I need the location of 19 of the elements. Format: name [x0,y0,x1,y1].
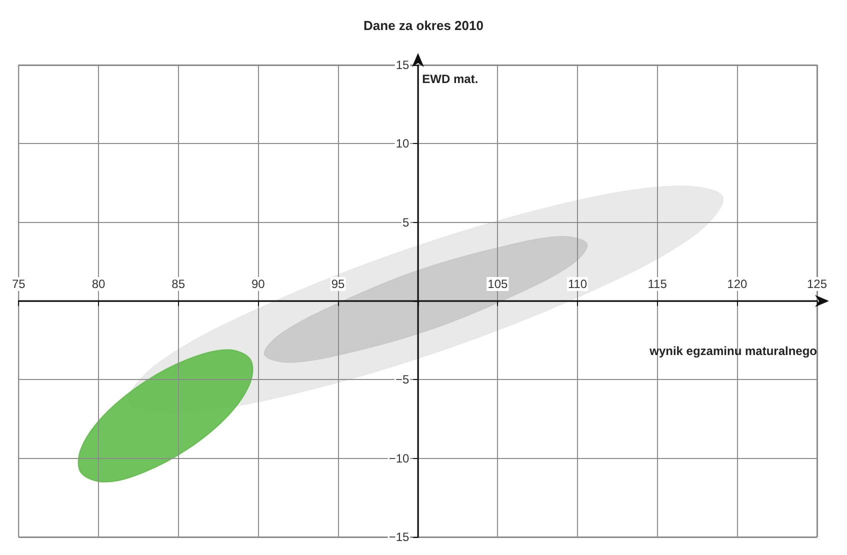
y-tick-label: −15 [388,530,410,544]
chart-title: Dane za okres 2010 [364,18,484,33]
x-axis-title: wynik egzaminu maturalnego [648,344,817,358]
y-tick-label: −5 [395,372,410,387]
x-tick-label: 90 [251,277,266,291]
x-tick-label: 125 [806,277,828,291]
x-tick-label: 95 [331,277,345,291]
x-tick-label: 105 [488,277,508,291]
x-tick-label: 115 [648,277,668,291]
y-tick-label: −10 [388,451,410,466]
y-axis-title: EWD mat. [422,72,478,86]
x-tick-label: 120 [727,277,748,291]
y-tick-label: 10 [396,136,410,151]
x-tick-label: 85 [172,277,186,291]
x-tick-label: 75 [12,277,26,291]
x-tick-label: 110 [568,277,588,291]
y-tick-label: 15 [396,58,410,72]
x-tick-label: 80 [92,277,106,291]
y-tick-label: 5 [402,215,410,230]
